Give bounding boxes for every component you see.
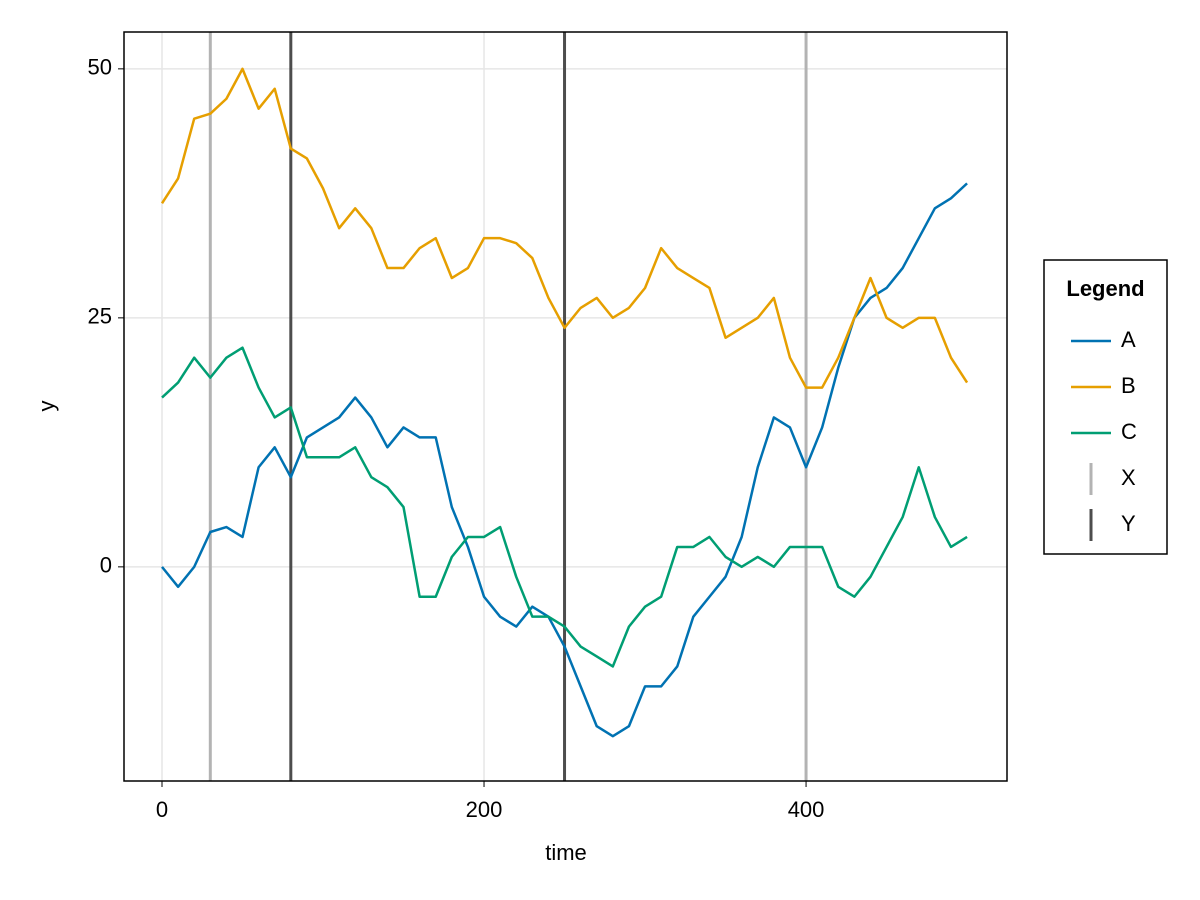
plot-frame: [123, 31, 1008, 782]
series-line: [161, 346, 968, 668]
legend-label: A: [1121, 327, 1136, 352]
x-tick-label: 0: [156, 797, 168, 822]
x-tick-label: 200: [466, 797, 503, 822]
legend-title: Legend: [1066, 276, 1144, 301]
series-line: [161, 182, 968, 738]
y-tick-label: 50: [88, 55, 112, 80]
x-axis-label: time: [545, 840, 587, 865]
series-line: [160, 67, 969, 389]
legend-box: [1043, 259, 1168, 555]
legend-label: Y: [1121, 511, 1136, 536]
y-axis-label: y: [34, 401, 59, 412]
legend-label: B: [1121, 373, 1136, 398]
x-tick-label: 400: [788, 797, 825, 822]
legend-label: C: [1121, 419, 1137, 444]
y-tick-label: 25: [88, 304, 112, 329]
y-tick-label: 0: [100, 553, 112, 578]
legend-label: X: [1121, 465, 1136, 490]
